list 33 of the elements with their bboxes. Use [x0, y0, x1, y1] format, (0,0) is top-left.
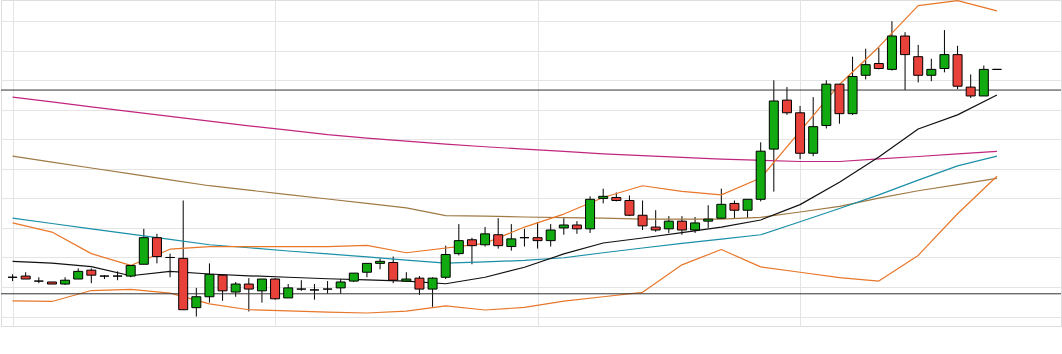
- candlestick: [532, 221, 543, 250]
- candlestick: [939, 29, 950, 73]
- candlestick: [900, 31, 911, 91]
- candlestick: [742, 198, 753, 219]
- candlestick: [466, 237, 477, 265]
- candlestick: [965, 73, 976, 99]
- candlestick: [913, 44, 924, 83]
- candlestick: [388, 256, 399, 284]
- candlestick: [440, 245, 451, 280]
- candlestick: [256, 278, 267, 304]
- candlestick: [545, 223, 556, 248]
- candlestick: [926, 58, 937, 82]
- candlestick: [860, 48, 871, 80]
- candlestick: [493, 217, 504, 250]
- candlestick: [676, 215, 687, 236]
- candlestick: [414, 275, 425, 296]
- candlestick: [375, 257, 386, 270]
- candlestick: [453, 223, 464, 256]
- candlestick: [716, 188, 727, 220]
- candlestick: [571, 220, 582, 235]
- candlestick: [781, 86, 792, 116]
- candlestick: [637, 199, 648, 231]
- candlestick: [480, 226, 491, 248]
- candlestick: [191, 287, 202, 318]
- candlestick: [506, 223, 517, 252]
- candlestick: [217, 274, 228, 302]
- candlestick: [650, 209, 661, 233]
- candlestick: [703, 204, 714, 229]
- candlestick: [427, 276, 438, 308]
- candlestick: [151, 233, 162, 264]
- candlestick: [270, 277, 281, 301]
- candlestick: [204, 262, 215, 304]
- candlestick: [243, 277, 254, 312]
